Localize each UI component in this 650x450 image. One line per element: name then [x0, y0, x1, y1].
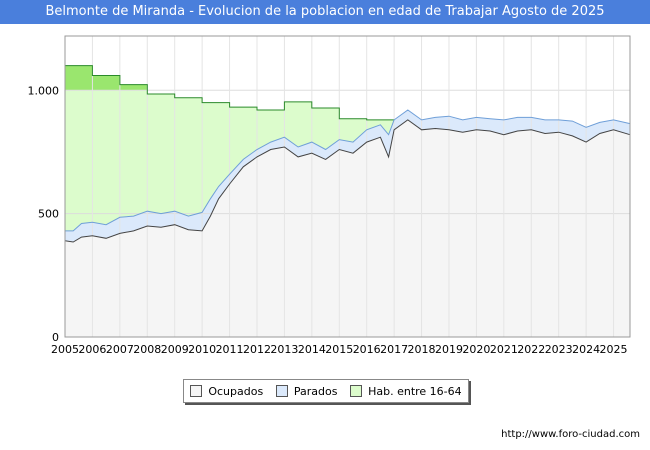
series-parados-line	[65, 109, 631, 232]
legend: Ocupados Parados Hab. entre 16-64	[183, 379, 469, 403]
x-tick-label-2014: 2014	[298, 343, 326, 356]
legend-item-parados: Parados	[275, 384, 338, 398]
source-url[interactable]: http://www.foro-ciudad.com	[501, 429, 640, 440]
x-tick-label-2020: 2020	[462, 343, 490, 356]
x-tick-label-2016: 2016	[353, 343, 381, 356]
x-tick-label-2013: 2013	[270, 343, 298, 356]
x-tick-label-2012: 2012	[243, 343, 271, 356]
series-hab-line	[65, 65, 395, 121]
series-ocupados-line	[64, 119, 631, 243]
x-tick-label-2023: 2023	[545, 343, 573, 356]
x-tick-label-2007: 2007	[106, 343, 134, 356]
x-tick-label-2017: 2017	[380, 343, 408, 356]
x-tick-label-2005: 2005	[51, 343, 79, 356]
x-tick-label-2021: 2021	[490, 343, 518, 356]
x-tick-label-2018: 2018	[408, 343, 436, 356]
legend-swatch-parados	[275, 385, 288, 397]
series-ocupados-area	[65, 119, 630, 338]
y-tick-label-1: 500	[38, 208, 59, 221]
x-tick-label-2011: 2011	[216, 343, 244, 356]
y-tick-label-2: 1.000	[28, 84, 60, 97]
x-tick-label-2009: 2009	[161, 343, 189, 356]
x-tick-label-2019: 2019	[435, 343, 463, 356]
plot-frame	[64, 35, 631, 338]
x-tick-label-2006: 2006	[78, 343, 106, 356]
x-tick-label-2025: 2025	[600, 343, 628, 356]
x-tick-label-2015: 2015	[325, 343, 353, 356]
legend-item-hab: Hab. entre 16-64	[350, 385, 462, 398]
x-tick-label-2008: 2008	[133, 343, 161, 356]
legend-item-ocupados: Ocupados	[190, 385, 263, 398]
y-tick-label-0: 0	[52, 331, 59, 344]
series-hab-highlight	[65, 65, 148, 91]
legend-swatch-ocupados	[190, 385, 203, 397]
x-tick-label-2022: 2022	[517, 343, 545, 356]
x-tick-label-2010: 2010	[188, 343, 216, 356]
x-tick-label-2024: 2024	[572, 343, 600, 356]
chart-title: Belmonte de Miranda - Evolucion de la po…	[0, 0, 650, 24]
legend-label-ocupados: Ocupados	[208, 384, 264, 398]
legend-swatch-hab	[350, 385, 363, 397]
legend-label-hab: Hab. entre 16-64	[368, 384, 462, 398]
legend-label-parados: Parados	[293, 384, 338, 398]
